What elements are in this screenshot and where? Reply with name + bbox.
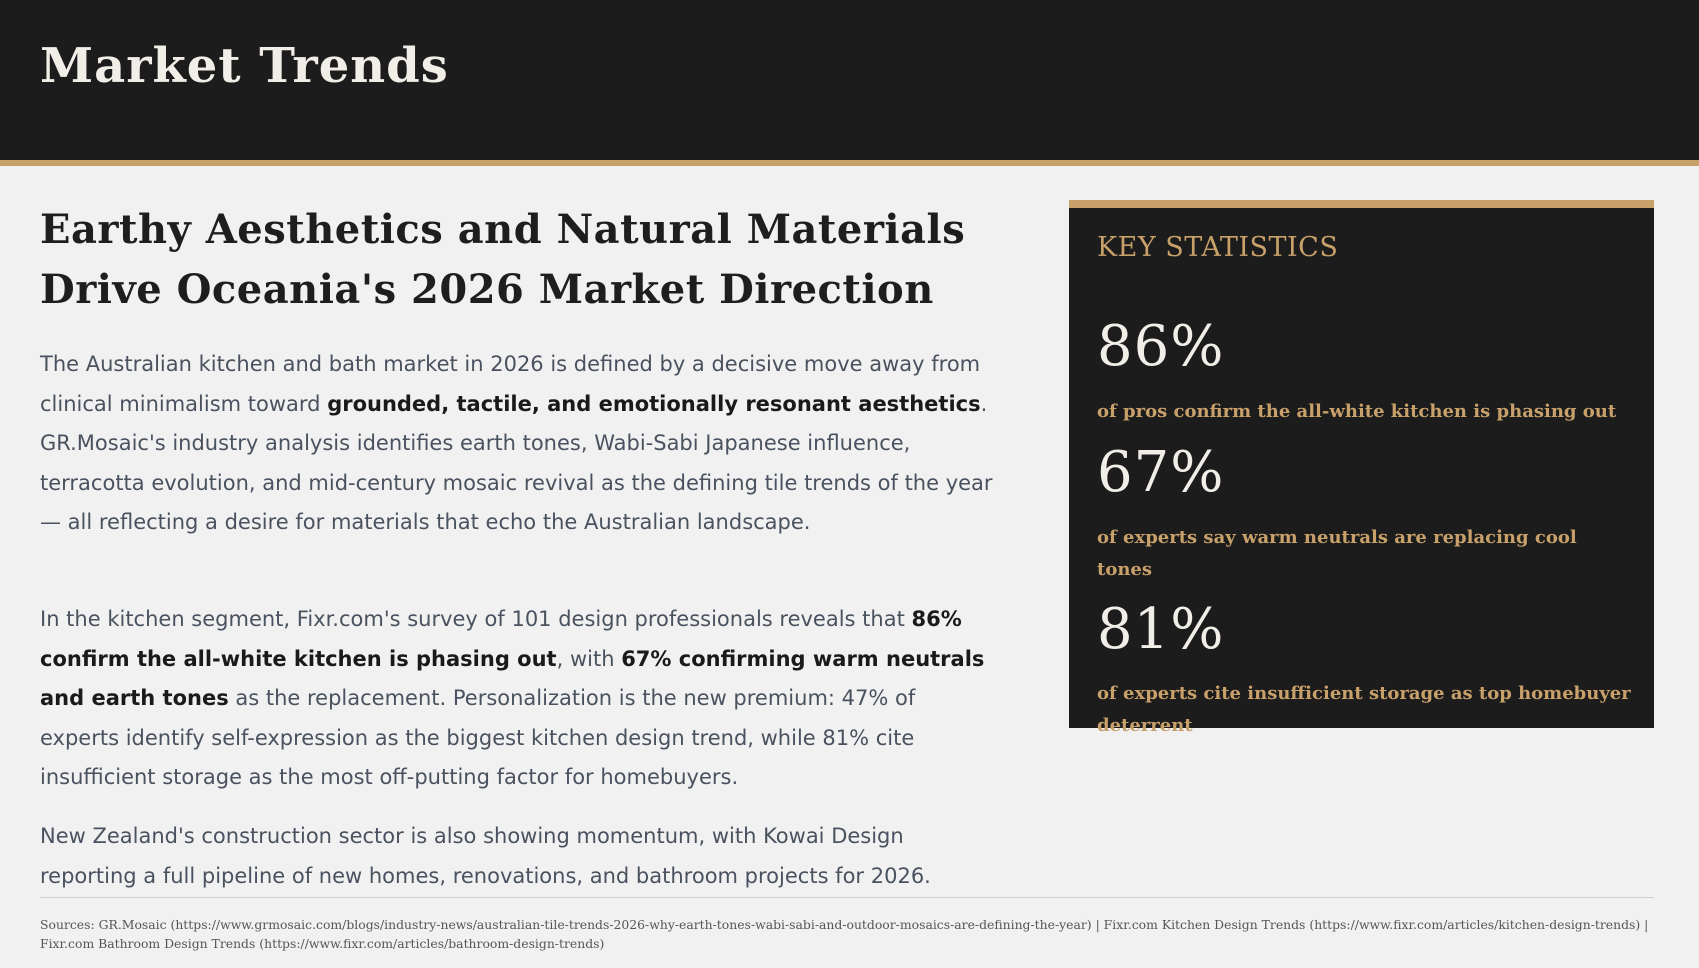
article-headline: Earthy Aesthetics and Natural Materials … <box>40 200 1000 320</box>
paragraph-2: In the kitchen segment, Fixr.com's surve… <box>40 600 1000 798</box>
p1-emphasis: grounded, tactile, and emotionally reson… <box>327 391 981 416</box>
paragraph-3: New Zealand's construction sector is als… <box>40 824 931 888</box>
p2-text-e: as the replacement. Personalization is t… <box>40 686 916 789</box>
p1-text-c: . GR.Mosaic's industry analysis identifi… <box>40 391 993 535</box>
footer-divider <box>40 897 1654 898</box>
stat-value-1: 86% <box>1097 314 1225 379</box>
p2-text-c: , with <box>556 646 622 671</box>
headline-line-1: Earthy Aesthetics and Natural Materials <box>40 206 966 253</box>
p2-emphasis-1: 86% confirm the all-white kitchen is pha… <box>40 607 962 671</box>
stat-value-2: 67% <box>1097 440 1225 505</box>
stat-label-1: of pros confirm the all-white kitchen is… <box>1097 401 1617 422</box>
headline-line-2: Drive Oceania's 2026 Market Direction <box>40 266 934 313</box>
key-statistics-panel: KEY STATISTICS 86% of pros confirm the a… <box>1069 200 1654 736</box>
page-header: Market Trends <box>0 0 1699 166</box>
article: Earthy Aesthetics and Natural Materials … <box>40 200 1000 888</box>
p2-emphasis-2: 67% confirming warm neutrals and earth t… <box>40 646 985 711</box>
stat-value-3: 81% <box>1097 597 1225 662</box>
paragraph-1: The Australian kitchen and bath market i… <box>40 345 1000 543</box>
sources-footnote: Sources: GR.Mosaic (https://www.grmosaic… <box>40 917 1649 951</box>
p2-text-a: In the kitchen segment, Fixr.com's surve… <box>40 607 912 631</box>
key-statistics-title: KEY STATISTICS <box>1097 232 1339 263</box>
stat-label-3: of experts cite insufficient storage as … <box>1097 683 1631 736</box>
p1-text-a: The Australian kitchen and bath market i… <box>40 352 981 416</box>
stat-label-2: of experts say warm neutrals are replaci… <box>1097 527 1577 580</box>
page-title: Market Trends <box>40 38 449 94</box>
